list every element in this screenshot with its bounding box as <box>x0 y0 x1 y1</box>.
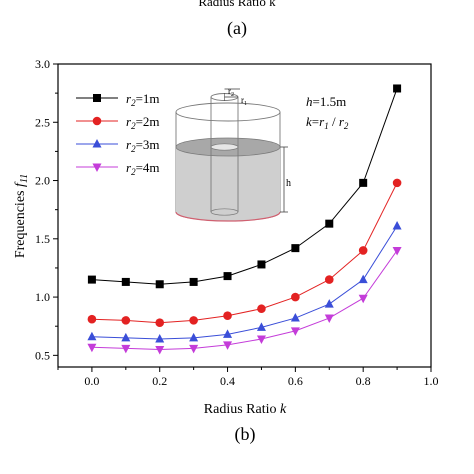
y-tick-label: 2.5 <box>35 115 50 129</box>
data-point <box>121 316 131 325</box>
data-point <box>92 163 102 172</box>
data-point <box>257 304 266 314</box>
data-point <box>121 277 130 286</box>
h-label: h <box>286 178 291 189</box>
data-point <box>358 294 368 304</box>
top-caption: (a) <box>227 18 247 39</box>
series-line <box>91 88 398 285</box>
series-1 <box>87 84 402 289</box>
data-point <box>223 272 232 281</box>
data-point <box>392 220 402 230</box>
series-line <box>91 182 398 324</box>
liquid-body <box>176 147 280 221</box>
annotation-height: h=1.5m <box>306 94 346 109</box>
series-2 <box>87 178 402 328</box>
x-tick-label: 1.0 <box>424 374 439 388</box>
tank-bottom-edge <box>175 211 281 222</box>
data-point <box>87 314 97 324</box>
data-point <box>92 116 102 126</box>
data-point <box>256 322 266 331</box>
series-3 <box>87 220 402 343</box>
legend-label: r2=3m <box>126 137 160 154</box>
top-xlabel: Radius Ratio k <box>198 0 276 9</box>
data-point <box>155 334 165 343</box>
cylinder-inset: r2 r1 h <box>175 86 291 222</box>
data-point <box>290 327 300 336</box>
legend-label: r2=4m <box>126 160 160 177</box>
y-tick-label: 1.0 <box>35 290 50 304</box>
data-point <box>256 335 266 345</box>
data-point <box>87 275 96 284</box>
data-point <box>189 316 198 325</box>
legend-label: r2=1m <box>126 91 160 108</box>
x-tick-label: 0.6 <box>288 374 303 388</box>
y-tick-label: 2.0 <box>35 174 50 188</box>
plot-frame <box>57 63 432 368</box>
data-point <box>290 313 300 322</box>
legend-item: r2=1m <box>76 91 160 108</box>
data-point <box>121 332 131 342</box>
annotation-ratio: k=r1 / r2 <box>306 114 349 131</box>
data-point <box>189 277 198 286</box>
y-tick-label: 1.5 <box>35 232 50 246</box>
legend-label: r2=2m <box>126 114 160 131</box>
data-point <box>393 84 402 93</box>
x-tick-label: 0.8 <box>356 374 371 388</box>
data-point <box>155 280 164 289</box>
r2-label: r2 <box>228 86 234 98</box>
data-point <box>121 344 131 354</box>
inner-cylinder-bottom <box>210 208 239 216</box>
data-point <box>155 346 165 355</box>
data-point <box>291 244 300 253</box>
data-point <box>392 246 402 256</box>
data-point <box>189 332 199 342</box>
data-point <box>325 219 334 228</box>
data-point <box>291 292 300 302</box>
legend-item: r2=3m <box>76 137 160 154</box>
data-point <box>223 329 233 338</box>
data-point <box>257 260 266 269</box>
y-tick-label: 3.0 <box>35 57 50 71</box>
data-point <box>392 178 402 188</box>
data-point <box>324 275 334 284</box>
y-tick-label: 0.5 <box>35 348 50 362</box>
data-point <box>324 299 334 308</box>
data-point <box>358 274 368 284</box>
x-tick-label: 0.2 <box>152 374 167 388</box>
inner-cylinder-waterline <box>210 143 239 151</box>
data-point <box>87 343 97 353</box>
data-point <box>324 314 334 324</box>
bottom-caption: (b) <box>235 424 256 445</box>
data-point <box>359 178 368 187</box>
series-4 <box>87 246 402 355</box>
data-point <box>358 246 368 255</box>
legend-item: r2=2m <box>76 114 160 131</box>
x-tick-label: 0.4 <box>220 374 235 388</box>
data-point <box>87 331 97 341</box>
data-point <box>155 318 165 328</box>
y-axis-title: Frequencies f11 <box>13 174 30 258</box>
data-point <box>189 344 199 354</box>
series-layer <box>87 84 402 355</box>
legend-item: r2=4m <box>76 160 160 177</box>
x-tick-label: 0.0 <box>84 374 99 388</box>
data-point <box>93 94 101 102</box>
outer-tank-top <box>175 102 281 122</box>
axes: 0.0 0.2 0.4 0.6 0.8 1.0 0.5 1.0 1.5 2.0 2.5 3.0 <box>35 57 439 388</box>
x-axis-title: Radius Ratio k <box>204 402 287 417</box>
data-point <box>92 139 102 148</box>
series-line <box>91 225 398 340</box>
data-point <box>223 341 233 350</box>
legend: r2=1m r2=2m r2=3m r2=4m <box>76 91 160 177</box>
series-line <box>91 250 398 351</box>
data-point <box>223 311 232 321</box>
r1-label: r1 <box>241 95 247 107</box>
